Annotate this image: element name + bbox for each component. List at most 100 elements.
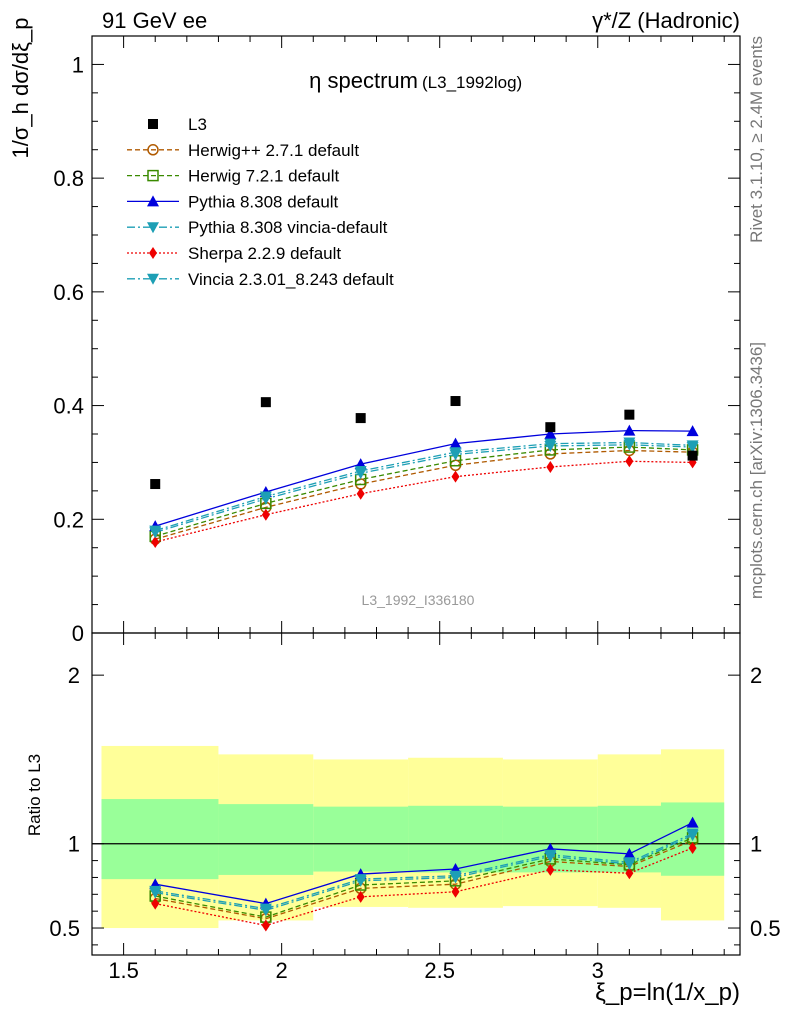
ratio-point [259, 905, 272, 917]
data-point [354, 468, 367, 480]
legend-marker [147, 169, 159, 182]
data-point [686, 442, 699, 454]
uncertainty-band-inner [101, 799, 219, 880]
uncertainty-band-inner [313, 806, 409, 872]
legend-item: Vincia 2.3.01_8.243 default [127, 270, 394, 289]
ratio-point [151, 897, 160, 910]
ratio-point [688, 841, 697, 854]
ratio-frame [91, 632, 741, 956]
legend: L3 Herwig++ 2.7.1 default Herwig 7.2.1 def… [127, 115, 394, 289]
data-point [149, 527, 162, 539]
x-tick-label: 2 [276, 958, 288, 983]
y-tick-label: 0 [72, 621, 84, 646]
ratio-point [449, 872, 462, 884]
ratio-point [623, 847, 636, 859]
data-point [544, 440, 557, 452]
data-point [624, 409, 635, 420]
data-point [687, 450, 698, 461]
header-right: γ*/Z (Hadronic) [592, 8, 740, 33]
y-tick-label: 0.6 [53, 280, 84, 305]
legend-item: Pythia 8.308 vincia-default [127, 218, 388, 237]
data-point [449, 449, 462, 461]
ratio-point [149, 887, 162, 899]
legend-item: Herwig++ 2.7.1 default [127, 141, 359, 160]
legend-item: Sherpa 2.2.9 default [127, 244, 341, 263]
x-axis-label: ξ_p=ln(1/x_p) [595, 979, 740, 1006]
ratio-panel: 1.5 2 2.5 3 0.5 0.5 1 1 2 2 Ratio to L3 [25, 632, 781, 983]
data-point [623, 439, 636, 451]
ratio-series-vincia-2-3-01-8-243-default [149, 830, 699, 917]
y-tick-label: 1 [68, 832, 80, 857]
data-point [260, 397, 271, 408]
ratio-point [546, 863, 555, 876]
data-point [150, 479, 161, 490]
series-line [155, 449, 693, 540]
main-y-axis-label: 1/σ_h dσ/dξ_p [8, 18, 33, 159]
uncertainty-band-inner [218, 804, 314, 875]
main-panel: 0 0.2 0.4 0.6 0.8 1 η spectrum (L3_1992log) L… [8, 18, 741, 646]
x-tick-label: 3 [592, 958, 604, 983]
y-tick-label: 0.4 [53, 394, 84, 419]
data-point [451, 470, 460, 483]
data-point [545, 422, 556, 433]
legend-item: Herwig 7.2.1 default [127, 167, 339, 186]
y-tick-label: 0.8 [53, 166, 84, 191]
legend-label: Pythia 8.308 default [188, 192, 339, 211]
legend-label: L3 [188, 115, 207, 134]
data-point [686, 425, 699, 437]
main-chart-title: η spectrum [309, 68, 418, 93]
series-vincia-2-3-01-8-243-default [149, 439, 699, 539]
ratio-y-axis-label: Ratio to L3 [25, 754, 44, 836]
header-left: 91 GeV ee [102, 8, 207, 33]
legend-label: Pythia 8.308 vincia-default [188, 218, 388, 237]
main-chart-title-suffix: (L3_1992log) [422, 73, 522, 92]
data-point [623, 424, 636, 436]
y-tick-label: 0.2 [53, 507, 84, 532]
ratio-point [686, 816, 699, 828]
legend-label: Vincia 2.3.01_8.243 default [188, 270, 394, 289]
main-plot-area: 0 0.2 0.4 0.6 0.8 1 [53, 35, 741, 646]
series-l3 [150, 396, 698, 490]
data-point [151, 536, 160, 549]
rivet-label: Rivet 3.1.10, ≥ 2.4M events [747, 36, 766, 243]
data-point [544, 428, 557, 439]
legend-item: L3 [148, 115, 207, 134]
data-point [449, 437, 462, 449]
y-tick-label: 0.5 [49, 916, 80, 941]
data-point [450, 396, 461, 407]
y-tick-label-right: 1 [750, 832, 762, 857]
legend-label: Herwig++ 2.7.1 default [188, 141, 359, 160]
watermark-label: L3_1992_I336180 [362, 592, 475, 608]
series-line [155, 441, 693, 532]
legend-label: Herwig 7.2.1 default [188, 167, 339, 186]
y-tick-label-right: 2 [750, 663, 762, 688]
data-point [261, 508, 270, 521]
y-tick-label: 2 [68, 663, 80, 688]
ratio-point [544, 851, 557, 863]
ratio-point [451, 885, 460, 898]
series-herwig-7-2-1-default [149, 441, 699, 543]
ratio-point [261, 919, 270, 932]
data-point [355, 413, 366, 424]
ratio-point [354, 875, 367, 887]
ratio-series-sherpa-2-2-9-default [151, 841, 697, 932]
legend-marker [149, 247, 157, 259]
legend-marker [147, 222, 159, 234]
x-tick-label: 2.5 [424, 958, 455, 983]
series-pythia-8-308-default [149, 424, 699, 532]
y-tick-label-right: 0.5 [750, 916, 781, 941]
legend-marker [148, 119, 158, 129]
data-point [546, 460, 555, 473]
data-point [356, 487, 365, 500]
ratio-point [625, 867, 634, 880]
x-tick-label: 1.5 [108, 958, 139, 983]
uncertainty-band-inner [408, 805, 503, 873]
y-tick-label: 1 [72, 52, 84, 77]
ratio-point [623, 858, 636, 870]
legend-item: Pythia 8.308 default [127, 192, 339, 211]
data-point [259, 493, 272, 505]
series-pythia-8-308-vincia-default [149, 437, 699, 537]
ratio-plot-area: 1.5 2 2.5 3 0.5 0.5 1 1 2 2 [49, 632, 781, 983]
legend-label: Sherpa 2.2.9 default [188, 244, 341, 263]
